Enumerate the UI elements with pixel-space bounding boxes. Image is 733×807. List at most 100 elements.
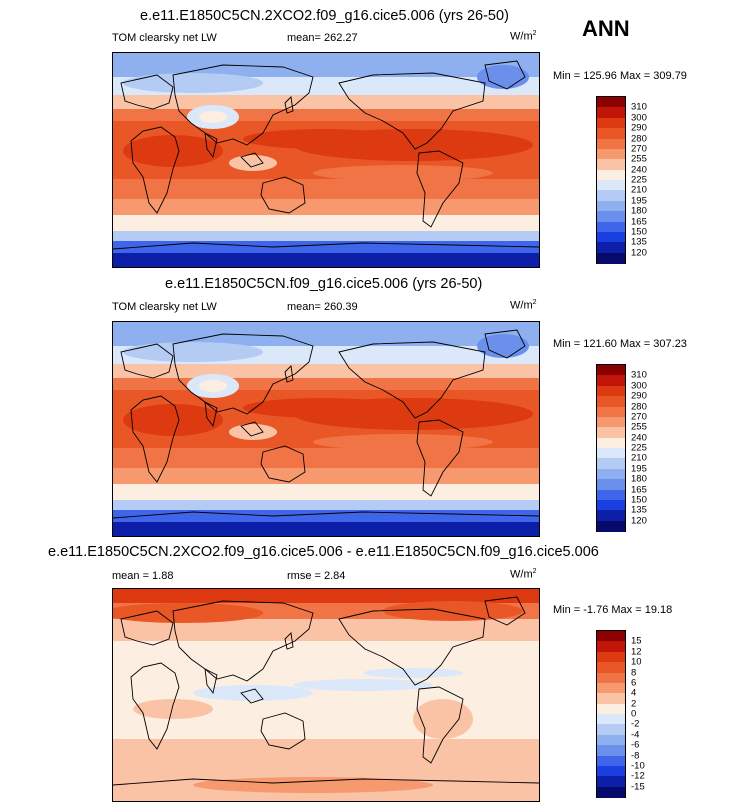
panel2-mean-label: mean= 260.39 — [287, 301, 358, 313]
colorbar-tick-label: 165 — [631, 216, 647, 227]
colorbar-tick-label: 255 — [631, 421, 647, 433]
colorbar-tick-label: 240 — [631, 164, 647, 176]
colorbar-tick-label: 210 — [631, 184, 647, 196]
colorbar-tick-label: -15 — [631, 781, 645, 793]
colorbar-box — [597, 479, 625, 490]
colorbar-tick-label: 4 — [631, 687, 637, 699]
colorbar-tick-label: 2 — [631, 698, 637, 710]
colorbar-box — [597, 448, 625, 459]
colorbar-tick-label: 280 — [631, 401, 647, 412]
colorbar-tick-label: -4 — [631, 729, 640, 741]
colorbar-box — [597, 385, 625, 397]
colorbar-tick-label: -8 — [631, 750, 640, 761]
colorbar-box — [597, 755, 625, 767]
panel3-rmse-label: rmse = 2.84 — [287, 570, 346, 582]
colorbar-box — [597, 128, 625, 139]
panel2-map — [112, 321, 540, 537]
panel2-minmax-label: Min = 121.60 Max = 307.23 — [553, 338, 687, 350]
colorbar-box — [597, 489, 625, 501]
colorbar-tick-label: -10 — [631, 760, 645, 772]
colorbar-box — [597, 375, 625, 387]
panel3-units-label: W/m2 — [510, 568, 537, 581]
colorbar-box — [597, 406, 625, 418]
colorbar-tick-label: 240 — [631, 432, 647, 444]
colorbar-box — [597, 703, 625, 715]
colorbar-box — [597, 724, 625, 736]
colorbar-box — [597, 662, 625, 673]
colorbar-box — [597, 786, 625, 798]
colorbar-tick-label: 300 — [631, 112, 647, 124]
colorbar-tick-label: 290 — [631, 122, 647, 134]
colorbar-tick-label: 6 — [631, 677, 637, 689]
colorbar-tick-label: 225 — [631, 174, 647, 186]
colorbar-box — [597, 200, 625, 212]
colorbar-tick-label: 12 — [631, 646, 642, 658]
colorbar-box — [597, 682, 625, 694]
colorbar-box — [597, 159, 625, 171]
colorbar-box — [597, 211, 625, 222]
colorbar-box — [597, 97, 625, 108]
colorbar-box — [597, 745, 625, 756]
colorbar-tick-label: 120 — [631, 247, 647, 259]
colorbar-tick-label: 195 — [631, 195, 647, 207]
colorbar-box — [597, 365, 625, 376]
colorbar-box — [597, 231, 625, 243]
colorbar-box — [597, 734, 625, 746]
colorbar-tick-label: 150 — [631, 494, 647, 506]
colorbar-box — [597, 437, 625, 449]
colorbar-box — [597, 169, 625, 181]
panel1-colorbar: 310 300 290 280 270 255 240 225 210 195 180 165 150 1… — [596, 96, 647, 264]
colorbar-box — [597, 499, 625, 511]
colorbar-box — [597, 427, 625, 439]
colorbar-box — [597, 714, 625, 725]
colorbar-tick-label: -2 — [631, 718, 640, 730]
colorbar-tick-label: 180 — [631, 205, 647, 217]
colorbar-tick-label: 280 — [631, 133, 647, 144]
panel1-map — [112, 52, 540, 268]
colorbar-box — [597, 651, 625, 663]
colorbar-box — [597, 672, 625, 684]
colorbar-tick-label: 310 — [631, 101, 647, 113]
colorbar-tick-label: 0 — [631, 708, 637, 720]
colorbar-box — [597, 148, 625, 160]
colorbar-box — [597, 117, 625, 129]
colorbar-box — [597, 693, 625, 705]
panel1-minmax-label: Min = 125.96 Max = 309.79 — [553, 70, 687, 82]
colorbar-tick-label: 15 — [631, 635, 642, 647]
colorbar-tick-label: 120 — [631, 515, 647, 527]
colorbar-tick-label: 270 — [631, 411, 647, 423]
colorbar-box — [597, 765, 625, 777]
colorbar-tick-label: 8 — [631, 667, 637, 678]
colorbar-tick-label: 180 — [631, 473, 647, 485]
colorbar-tick-label: 310 — [631, 369, 647, 381]
panel1-variable-label: TOM clearsky net LW — [112, 32, 217, 44]
panel3-minmax-label: Min = -1.76 Max = 19.18 — [553, 604, 673, 616]
colorbar-tick-label: 195 — [631, 463, 647, 475]
panel2-title: e.e11.E1850C5CN.f09_g16.cice5.006 (yrs 2… — [165, 276, 483, 292]
panel3-title: e.e11.E1850C5CN.2XCO2.f09_g16.cice5.006 … — [48, 544, 599, 560]
panel2-variable-label: TOM clearsky net LW — [112, 301, 217, 313]
colorbar-box — [597, 520, 625, 532]
colorbar-tick-label: 300 — [631, 380, 647, 392]
panel3-colorbar: 15 12 10 8 6 4 2 0 -2 -4 -6 -8 -10 -12 -15 — [596, 630, 645, 798]
colorbar-box — [597, 252, 625, 264]
colorbar-box — [597, 468, 625, 480]
panel3-mean-label: mean = 1.88 — [112, 570, 174, 582]
colorbar-tick-label: 135 — [631, 504, 647, 516]
panel2-colorbar: 310 300 290 280 270 255 240 225 210 195 180 165 150 1… — [596, 364, 647, 532]
colorbar-tick-label: 255 — [631, 153, 647, 165]
colorbar-tick-label: 225 — [631, 442, 647, 454]
colorbar-box — [597, 138, 625, 150]
colorbar-box — [597, 641, 625, 653]
season-label: ANN — [582, 16, 630, 41]
colorbar-box — [597, 242, 625, 254]
colorbar-tick-label: 165 — [631, 484, 647, 495]
colorbar-box — [597, 396, 625, 407]
panel1-units-label: W/m2 — [510, 30, 537, 43]
colorbar-box — [597, 190, 625, 202]
panel3-map — [112, 588, 540, 802]
colorbar-tick-label: 290 — [631, 390, 647, 402]
colorbar-box — [597, 458, 625, 470]
colorbar-tick-label: -6 — [631, 739, 640, 751]
panel1-mean-label: mean= 262.27 — [287, 32, 358, 44]
